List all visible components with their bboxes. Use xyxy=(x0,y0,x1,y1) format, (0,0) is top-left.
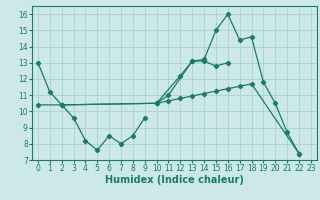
X-axis label: Humidex (Indice chaleur): Humidex (Indice chaleur) xyxy=(105,175,244,185)
